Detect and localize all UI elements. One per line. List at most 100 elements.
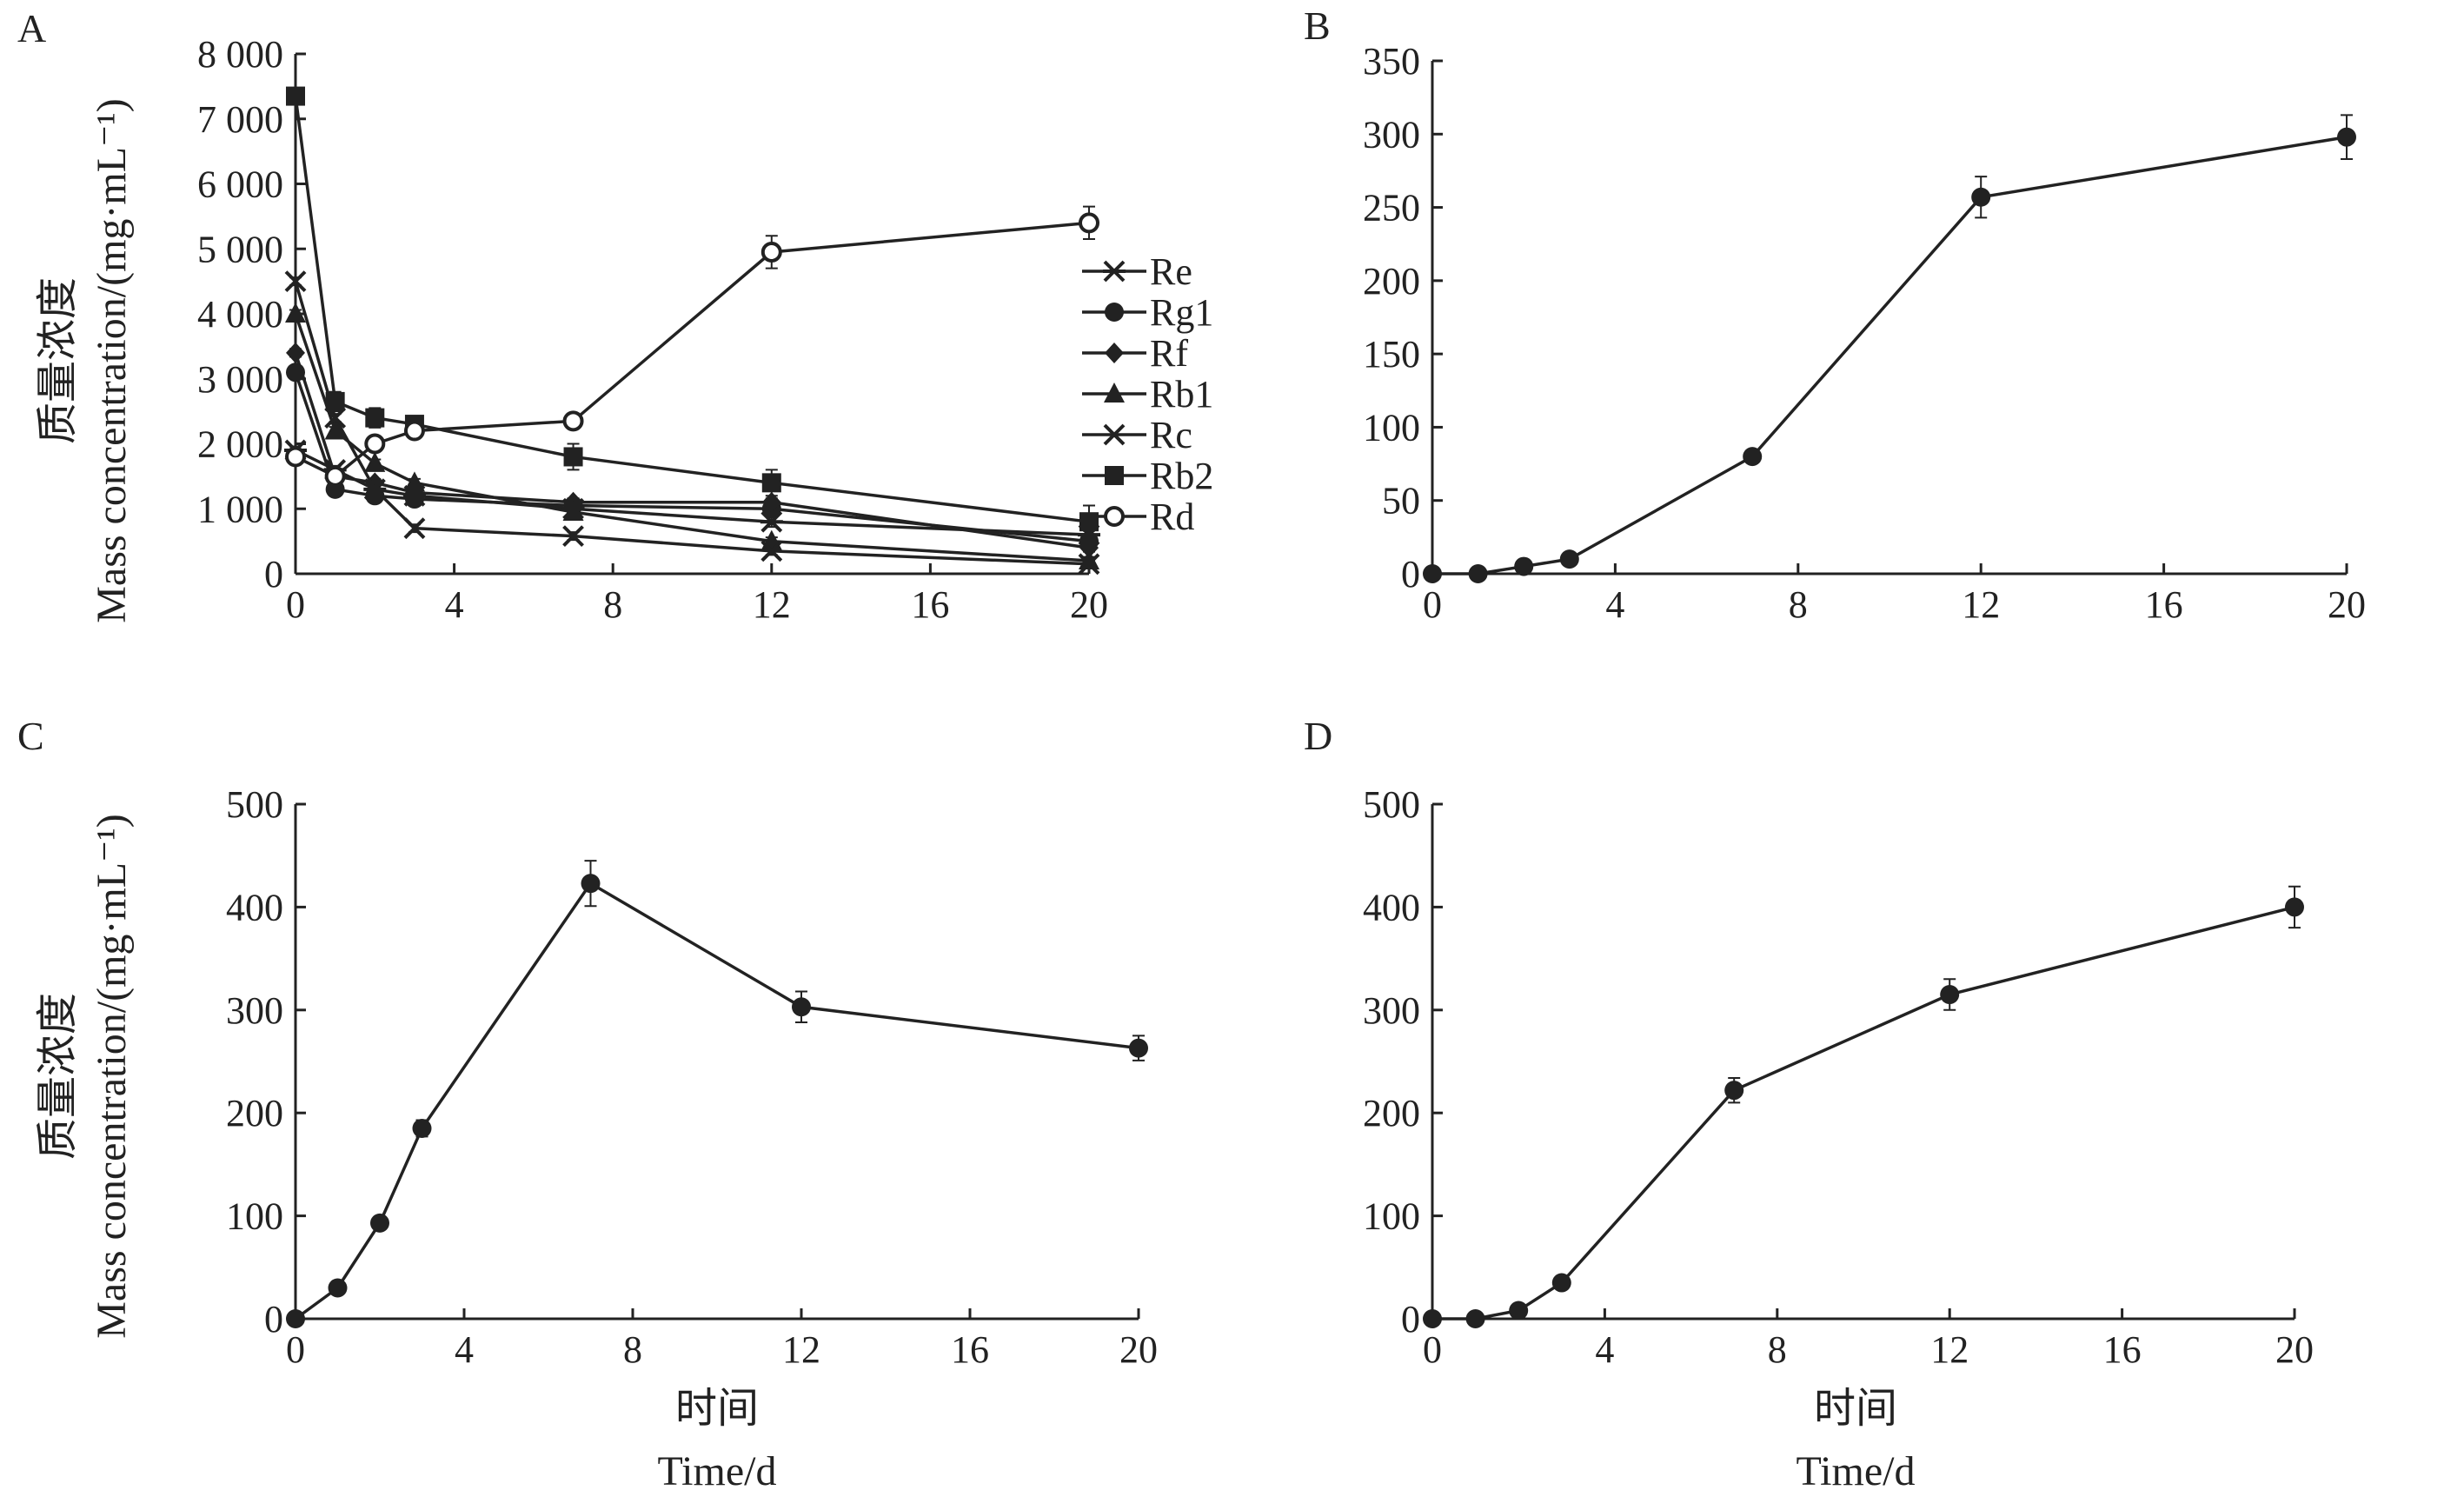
data-point [403,420,425,442]
legend-marker [1103,260,1126,283]
x-tick-label: 16 [951,1328,989,1371]
y-tick-label: 150 [1363,333,1420,376]
data-point [1514,556,1534,576]
data-point [760,540,783,562]
y-tick-label: 4 000 [197,293,283,336]
y-tick-label: 300 [1363,989,1420,1032]
series-line [294,352,1090,549]
x-tick-label: 12 [1962,583,2000,626]
legend-label: Re [1150,250,1192,293]
series-line [1432,135,2348,576]
x-tick-label: 16 [2103,1328,2142,1371]
data-point [1129,1038,1148,1058]
panel-label-c: C [17,714,44,758]
data-point [286,1309,305,1328]
data-point [365,408,385,428]
data-point [364,451,386,472]
data-point [562,500,584,521]
y-tick-label: 500 [1363,783,1420,826]
x-tick-label: 4 [1595,1328,1614,1371]
data-point [1079,537,1099,559]
chart-panel-d: 0 100 200 300 400 500 0 4 8 12 16 20 [1363,783,2314,1371]
legend-label: Rf [1150,332,1188,375]
y-tick-label: 200 [1363,260,1420,303]
y-tick-label: 400 [1363,886,1420,928]
y-axis-label-bottom: 质量浓度 Mass concentration/(mg·mL⁻¹) [35,814,135,1339]
panel-label-a: A [17,6,46,50]
y-tick-label: 0 [1401,1298,1420,1341]
data-point [364,433,386,455]
x-axis-label-en-c: Time/d [658,1448,777,1494]
data-point [761,473,781,493]
data-point [1743,447,1763,467]
data-point [1423,564,1442,583]
y-axis-label-cn-bottom: 质量浓度 [35,993,81,1160]
panel-label-d: D [1304,714,1332,758]
x-tick-label: 12 [753,583,791,626]
data-point [286,86,305,106]
x-axis-label-en-d: Time/d [1797,1448,1916,1494]
data-point [2337,127,2356,147]
x-tick-label: 12 [782,1328,820,1371]
legend-label: Rb1 [1150,373,1213,416]
data-point [1551,1273,1571,1293]
panel-label-b: B [1304,3,1331,48]
x-tick-label: 16 [911,583,949,626]
data-point [325,391,345,411]
y-tick-label: 200 [1363,1092,1420,1134]
y-axis-label-top: 质量浓度 Mass concentration/(mg·mL⁻¹) [35,98,135,623]
x-tick-label: 20 [1070,583,1108,626]
x-tick-label: 20 [1119,1328,1158,1371]
series-line [294,881,1139,1321]
y-tick-label: 500 [226,783,283,826]
legend-marker [1103,423,1126,446]
legend-marker [1105,303,1124,322]
data-point [285,446,306,468]
data-point [412,1118,432,1138]
x-tick-label: 0 [1423,1328,1442,1371]
data-point [324,465,346,487]
data-point [1079,212,1099,234]
y-tick-label: 7 000 [197,98,283,141]
series-line [294,96,1090,523]
data-point [1423,1309,1442,1328]
x-tick-label: 12 [1930,1328,1969,1371]
y-tick-label: 5 000 [197,228,283,270]
series-line [1432,905,2295,1321]
x-tick-label: 0 [1423,583,1442,626]
data-point [328,1278,348,1298]
data-point [285,303,306,323]
data-point [760,241,782,263]
y-tick-label: 0 [264,553,283,595]
y-tick-label: 200 [226,1092,283,1134]
data-point [1509,1301,1529,1321]
x-tick-label: 0 [286,1328,305,1371]
legend-label: Rc [1150,414,1192,456]
legend-marker [1105,466,1124,485]
x-tick-label: 20 [2328,583,2366,626]
data-point [562,410,584,432]
data-point [792,997,811,1017]
x-axis-label-cn-d: 时间 [1814,1386,1897,1432]
data-point [324,419,346,440]
y-tick-label: 350 [1363,40,1420,83]
chart-panel-b: 0 50 100 150 200 250 300 350 0 4 8 12 16 20 [1363,40,2366,626]
x-tick-label: 8 [603,583,622,626]
x-tick-label: 8 [1789,583,1808,626]
y-tick-label: 100 [1363,1195,1420,1238]
data-point [562,525,584,548]
chart-panel-c: 0 100 200 300 400 500 0 4 8 12 16 20 [226,783,1158,1371]
legend-marker [1104,383,1125,403]
y-axis-label-en-top: Mass concentration/(mg·mL⁻¹) [89,98,135,623]
x-tick-label: 0 [286,583,305,626]
legend-marker [1105,343,1124,363]
x-tick-label: 4 [1605,583,1624,626]
y-tick-label: 0 [264,1298,283,1341]
legend-label: Rd [1150,496,1194,538]
data-point [581,874,601,894]
legend-label: Rg1 [1150,291,1213,334]
x-tick-label: 16 [2145,583,2183,626]
legend-marker [1104,506,1125,527]
data-point [761,491,781,513]
y-tick-label: 250 [1363,187,1420,230]
